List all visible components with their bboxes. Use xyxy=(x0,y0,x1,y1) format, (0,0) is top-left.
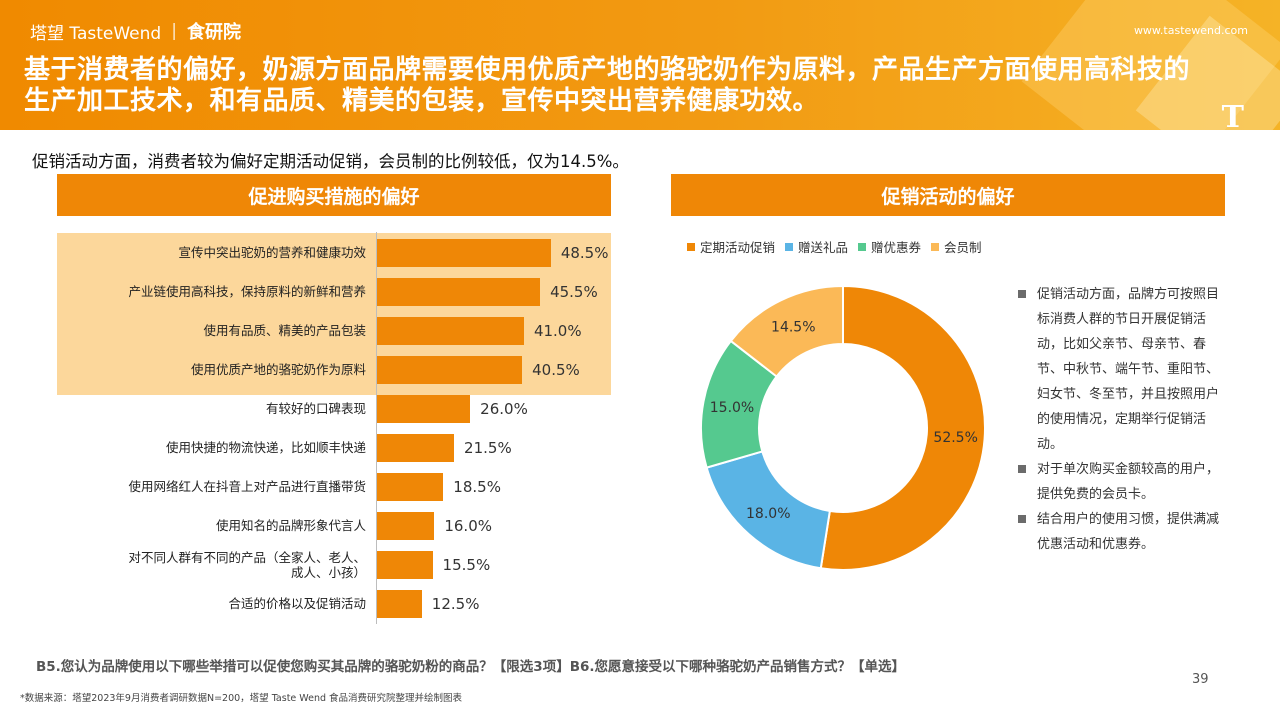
bar-value-label: 15.5% xyxy=(442,555,491,574)
bullet-icon xyxy=(1018,465,1026,473)
bar xyxy=(377,356,523,384)
corner-logo-mark: T xyxy=(1221,100,1244,130)
legend-item: 赠送礼品 xyxy=(785,237,848,256)
donut-legend: 定期活动促销 赠送礼品 赠优惠券 会员制 xyxy=(687,237,982,256)
legend-label: 赠优惠券 xyxy=(871,240,922,255)
bar-row: 产业链使用高科技，保持原料的新鲜和营养 45.5% xyxy=(0,272,640,311)
bar-chart-axis xyxy=(376,232,377,624)
donut-slice xyxy=(819,284,986,571)
legend-item: 赠优惠券 xyxy=(858,237,921,256)
bar xyxy=(377,395,471,423)
header-banner: 塔望 TasteWend | 食研院 www.tastewend.com T 基… xyxy=(0,0,1280,130)
bar-category-label: 对不同人群有不同的产品（全家人、老人、成人、小孩） xyxy=(128,549,366,580)
bar-row: 对不同人群有不同的产品（全家人、老人、成人、小孩） 15.5% xyxy=(0,545,640,584)
bar xyxy=(377,239,551,267)
bar-category-label: 宣传中突出驼奶的营养和健康功效 xyxy=(178,245,366,260)
bar xyxy=(377,317,524,345)
note-item: 对于单次购买金额较高的用户，提供免费的会员卡。 xyxy=(1016,457,1221,507)
donut-value-label: 18.0% xyxy=(746,506,790,522)
donut-chart: 52.5% 18.0% 15.0% 14.5% xyxy=(700,284,986,571)
legend-swatch xyxy=(858,242,867,251)
bar-row: 使用优质产地的骆驼奶作为原料 40.5% xyxy=(0,350,640,389)
bar-category-label: 合适的价格以及促销活动 xyxy=(228,596,366,611)
bar xyxy=(377,434,455,462)
bar-value-label: 12.5% xyxy=(431,594,480,613)
page-number: 39 xyxy=(1192,672,1209,687)
legend-item: 定期活动促销 xyxy=(687,237,775,256)
bar xyxy=(377,590,422,618)
legend-item: 会员制 xyxy=(931,237,982,256)
bar-row: 使用快捷的物流快递，比如顺丰快递 21.5% xyxy=(0,428,640,467)
note-item: 结合用户的使用习惯，提供满减优惠活动和优惠券。 xyxy=(1016,507,1221,557)
legend-swatch xyxy=(931,242,940,251)
brand-research-institute: 食研院 xyxy=(186,22,241,43)
bar-row: 使用网络红人在抖音上对产品进行直播带货 18.5% xyxy=(0,467,640,506)
page-headline: 基于消费者的偏好，奶源方面品牌需要使用优质产地的骆驼奶作为原料，产品生产方面使用… xyxy=(24,55,1191,116)
bar xyxy=(377,512,435,540)
bar-value-label: 45.5% xyxy=(550,282,598,301)
bar-category-label: 产业链使用高科技，保持原料的新鲜和营养 xyxy=(128,284,366,299)
page-subtitle: 促销活动方面，消费者较为偏好定期活动促销，会员制的比例较低，仅为14.5%。 xyxy=(32,152,629,171)
bar-category-label: 使用优质产地的骆驼奶作为原料 xyxy=(190,362,366,377)
bar-row: 合适的价格以及促销活动 12.5% xyxy=(0,584,640,623)
bullet-icon xyxy=(1018,290,1026,298)
donut-value-label: 14.5% xyxy=(771,320,815,336)
legend-label: 定期活动促销 xyxy=(700,240,776,255)
note-text: 促销活动方面，品牌方可按照目标消费人群的节日开展促销活动，比如父亲节、母亲节、春… xyxy=(1037,287,1220,452)
bar xyxy=(377,278,541,306)
bar-row: 有较好的口碑表现 26.0% xyxy=(0,389,640,428)
bullet-icon xyxy=(1018,515,1026,523)
legend-label: 会员制 xyxy=(944,240,982,255)
legend-label: 赠送礼品 xyxy=(798,240,849,255)
bar-row: 使用有品质、精美的产品包装 41.0% xyxy=(0,311,640,350)
bar-value-label: 26.0% xyxy=(480,399,528,418)
website-url: www.tastewend.com xyxy=(1133,24,1248,37)
data-source: *数据来源：塔望2023年9月消费者调研数据N=200，塔望 Taste Wen… xyxy=(20,693,463,704)
notes-panel: 促销活动方面，品牌方可按照目标消费人群的节日开展促销活动，比如父亲节、母亲节、春… xyxy=(1016,282,1221,557)
bar-category-label: 使用快捷的物流快递，比如顺丰快递 xyxy=(165,440,366,455)
bar-chart-title: 促进购买措施的偏好 xyxy=(57,174,611,216)
bar-category-label: 使用网络红人在抖音上对产品进行直播带货 xyxy=(128,479,366,494)
bar-row: 宣传中突出驼奶的营养和健康功效 48.5% xyxy=(0,233,640,272)
bar-value-label: 41.0% xyxy=(533,321,582,340)
bar-category-label: 使用知名的品牌形象代言人 xyxy=(215,518,366,533)
bar-value-label: 16.0% xyxy=(444,516,492,535)
note-text: 结合用户的使用习惯，提供满减优惠活动和优惠券。 xyxy=(1037,512,1220,552)
bar-value-label: 40.5% xyxy=(532,360,580,379)
bar xyxy=(377,473,444,501)
bar-value-label: 48.5% xyxy=(560,243,609,262)
bar-category-label: 有较好的口碑表现 xyxy=(265,401,366,416)
donut-slice xyxy=(729,284,844,378)
brand-separator: | xyxy=(171,21,177,41)
brand-tastewend: 塔望 TasteWend xyxy=(30,23,162,44)
brand-logo: 塔望 TasteWend | 食研院 xyxy=(30,18,241,44)
bar-value-label: 21.5% xyxy=(464,438,512,457)
donut-chart-title: 促销活动的偏好 xyxy=(671,174,1225,216)
donut-value-label: 15.0% xyxy=(710,400,754,416)
bar-row: 使用知名的品牌形象代言人 16.0% xyxy=(0,506,640,545)
legend-swatch xyxy=(687,242,695,251)
legend-swatch xyxy=(785,242,794,251)
bar xyxy=(377,551,433,579)
survey-question: B5.您认为品牌使用以下哪些举措可以促使您购买其品牌的骆驼奶粉的商品？【限选3项… xyxy=(36,659,906,675)
bar-value-label: 18.5% xyxy=(453,477,501,496)
note-item: 促销活动方面，品牌方可按照目标消费人群的节日开展促销活动，比如父亲节、母亲节、春… xyxy=(1016,282,1221,457)
donut-value-label: 52.5% xyxy=(933,430,977,446)
note-text: 对于单次购买金额较高的用户，提供免费的会员卡。 xyxy=(1037,462,1220,502)
bar-category-label: 使用有品质、精美的产品包装 xyxy=(203,323,366,338)
